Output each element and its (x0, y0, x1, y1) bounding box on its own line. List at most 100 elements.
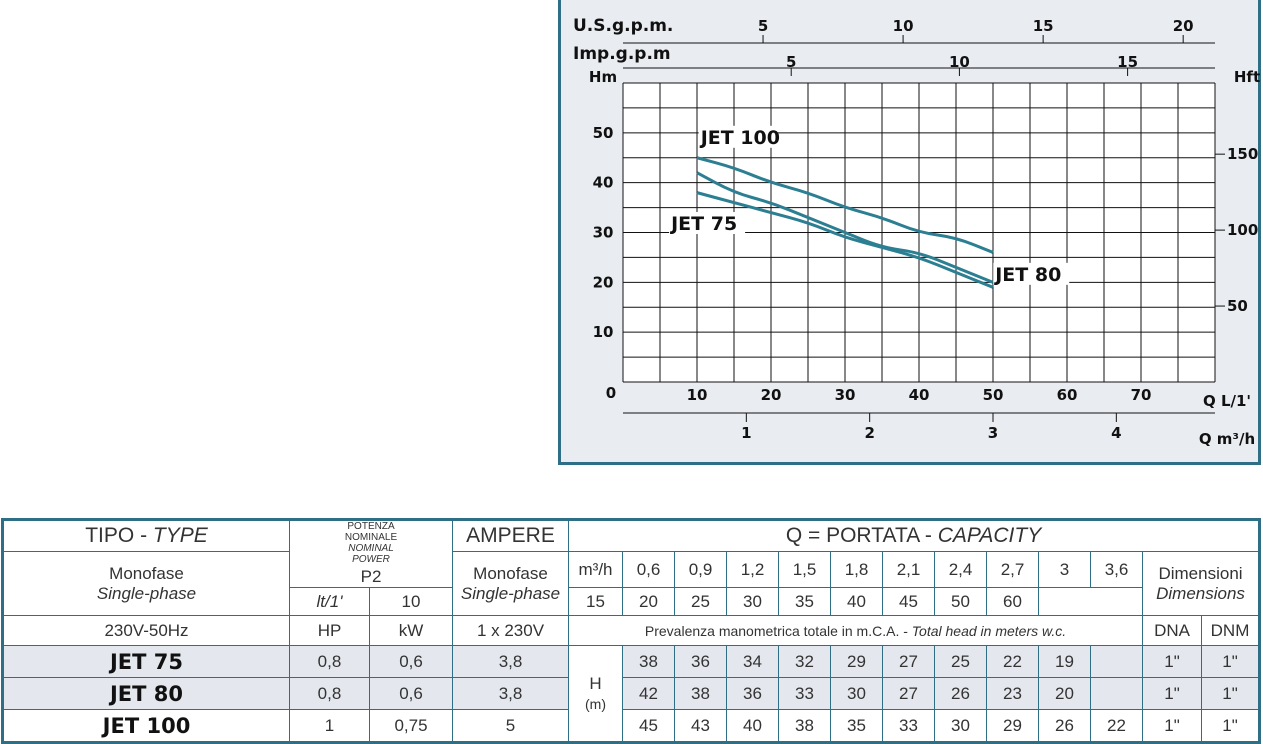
x-axis2-label: Q m³/h (1199, 430, 1255, 448)
x-tick-label: 60 (1057, 386, 1078, 404)
hp-header: HP (290, 616, 370, 646)
lt-value: 30 (727, 588, 779, 616)
head-value: 35 (831, 710, 883, 743)
unit-lt: lt/1' (290, 588, 370, 616)
head-value: 19 (1039, 646, 1091, 678)
m3h-value: 1,8 (831, 552, 883, 588)
series-label: JET 75 (669, 213, 737, 235)
m3h-value: 3,6 (1091, 552, 1143, 588)
dnm-value: 1" (1202, 710, 1260, 743)
dna-value: 1" (1143, 646, 1202, 678)
m3h-value: 2,7 (987, 552, 1039, 588)
head-value: 27 (883, 678, 935, 710)
head-value: 32 (779, 646, 831, 678)
m3h-value: 2,1 (883, 552, 935, 588)
y-tick-label: 10 (593, 323, 614, 341)
head-value: 38 (675, 678, 727, 710)
lt-value: 60 (987, 588, 1039, 616)
head-value: 33 (883, 710, 935, 743)
head-value: 36 (675, 646, 727, 678)
amp-value: 3,8 (453, 678, 569, 710)
head-value: 38 (623, 646, 675, 678)
amp-value: 5 (453, 710, 569, 743)
head-value: 22 (1091, 710, 1143, 743)
kw-value: 0,75 (370, 710, 453, 743)
x-tick-label: 50 (983, 386, 1004, 404)
head-value: 30 (831, 678, 883, 710)
hp-value: 0,8 (290, 646, 370, 678)
m3h-value: 2,4 (935, 552, 987, 588)
unit-m3h: m³/h (569, 552, 623, 588)
head-value: 23 (987, 678, 1039, 710)
x-top2-tick-label: 5 (786, 53, 796, 71)
power-header: POTENZA NOMINALE NOMINAL POWER P2 (290, 520, 453, 588)
lt-value: 10 (370, 588, 453, 616)
head-value: 26 (935, 678, 987, 710)
m3h-value: 1,5 (779, 552, 831, 588)
head-value: 25 (935, 646, 987, 678)
y-tick-label: 20 (593, 273, 614, 291)
y-tick-label: 50 (593, 124, 614, 142)
lt-value: 20 (623, 588, 675, 616)
kw-header: kW (370, 616, 453, 646)
ampere-header: AMPERE (453, 520, 569, 552)
x-axis2-tick-label: 2 (864, 424, 874, 442)
series-label: JET 100 (699, 127, 780, 149)
y-tick-label: 40 (593, 174, 614, 192)
kw-value: 0,6 (370, 678, 453, 710)
x-zero-label: 0 (606, 384, 616, 402)
x-tick-label: 10 (687, 386, 708, 404)
type-header: TIPO - TYPE (3, 520, 290, 552)
head-value: 26 (1039, 710, 1091, 743)
dnm-header: DNM (1202, 616, 1260, 646)
x-tick-label: 30 (835, 386, 856, 404)
y-right-tick-label: 150 (1227, 145, 1258, 163)
head-value: 36 (727, 678, 779, 710)
kw-value: 0,6 (370, 646, 453, 678)
y-right-tick-label: 50 (1227, 297, 1248, 315)
head-value: 22 (987, 646, 1039, 678)
x-top2-tick-label: 15 (1117, 53, 1138, 71)
performance-chart: JET 75 JET 80 JET 100 Hm 10 20 30 40 50 0 Hft 50 100… (558, 0, 1261, 465)
y-tick-label: 30 (593, 224, 614, 242)
x-top1-tick-label: 20 (1173, 17, 1194, 35)
y-right-tick-label: 100 (1227, 221, 1258, 239)
lt-value: 35 (779, 588, 831, 616)
x-axis-label: Q L/1' (1203, 392, 1251, 410)
head-value: 38 (779, 710, 831, 743)
x-top2-label: Imp.g.p.m (573, 44, 671, 64)
dna-value: 1" (1143, 710, 1202, 743)
m3h-value: 0,6 (623, 552, 675, 588)
y-axis-label: Hm (589, 68, 617, 86)
head-note: Prevalenza manometrica totale in m.C.A. … (569, 616, 1143, 646)
lt-value: 25 (675, 588, 727, 616)
h-label-cell: H(m) (569, 646, 623, 743)
x-tick-label: 40 (909, 386, 930, 404)
spec-table: TIPO - TYPE POTENZA NOMINALE NOMINAL POW… (1, 518, 1261, 744)
dnm-value: 1" (1202, 678, 1260, 710)
dna-header: DNA (1143, 616, 1202, 646)
hp-value: 1 (290, 710, 370, 743)
x-top1-tick-label: 5 (758, 17, 768, 35)
head-value: 29 (831, 646, 883, 678)
head-value: 20 (1039, 678, 1091, 710)
head-value: 27 (883, 646, 935, 678)
y-right-axis-label: Hft (1234, 68, 1260, 86)
head-value: 30 (935, 710, 987, 743)
head-value: 42 (623, 678, 675, 710)
x-tick-label: 20 (761, 386, 782, 404)
series-label: JET 80 (993, 264, 1061, 286)
head-value: 29 (987, 710, 1039, 743)
lt-value: 15 (569, 588, 623, 616)
head-value (1091, 646, 1143, 678)
chart-svg: JET 75 JET 80 JET 100 Hm 10 20 30 40 50 0 Hft 50 100… (561, 0, 1261, 462)
capacity-header: Q = PORTATA - CAPACITY (569, 520, 1260, 552)
head-value: 43 (675, 710, 727, 743)
x-top1-label: U.S.g.p.m. (573, 16, 673, 36)
head-value: 33 (779, 678, 831, 710)
m3h-value: 3 (1039, 552, 1091, 588)
dna-value: 1" (1143, 678, 1202, 710)
